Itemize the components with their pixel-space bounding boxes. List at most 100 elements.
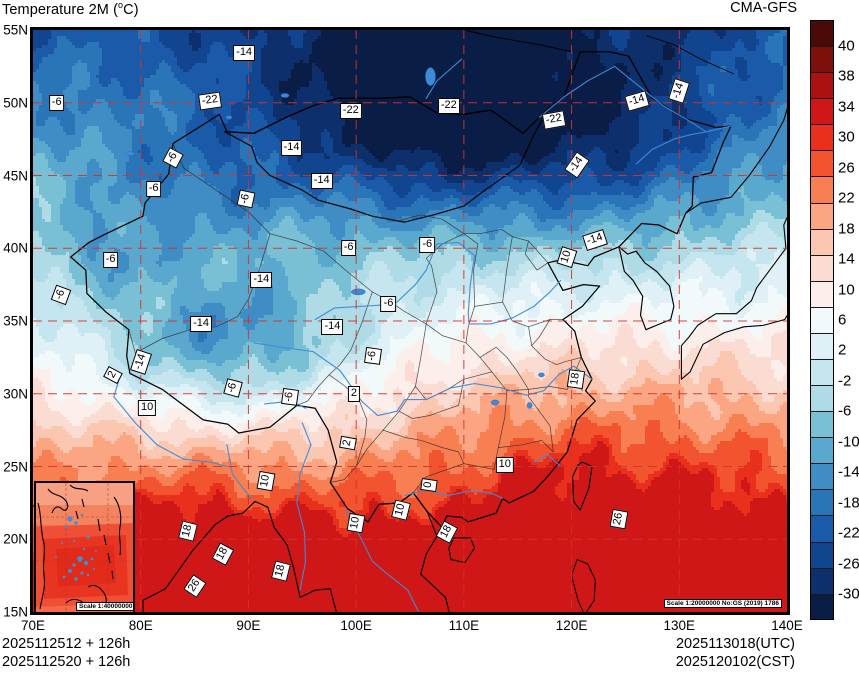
colorbar-tick-34: 34	[838, 98, 855, 115]
colorbar-swatch	[811, 204, 833, 230]
colorbar-swatch	[811, 516, 833, 542]
colorbar-tick-2: 2	[838, 342, 846, 359]
contour-label: -6	[364, 347, 382, 365]
contour-label: 10	[138, 400, 156, 416]
colorbar-swatch	[811, 543, 833, 569]
colorbar-tick-26: 26	[838, 159, 855, 176]
valid-time-utc: 2025113018(UTC)	[676, 636, 795, 652]
south-china-sea-inset-map: Scale 1:40000000	[34, 481, 135, 615]
colorbar-swatch	[811, 464, 833, 490]
contour-label: -22	[340, 103, 362, 119]
colorbar-swatch	[811, 99, 833, 125]
colorbar-tick-10: 10	[838, 281, 855, 298]
contour-label: 10	[347, 513, 366, 534]
colorbar-tick-14: 14	[838, 251, 855, 268]
contour-label: -14	[281, 140, 303, 156]
contour-label: -22	[198, 92, 222, 111]
lat-tick-55N: 55N	[0, 23, 28, 38]
inset-scale-label: Scale 1:40000000	[76, 602, 135, 611]
colorbar-swatch	[811, 595, 833, 620]
colorbar-swatch	[811, 412, 833, 438]
inset-graphics	[36, 483, 133, 613]
colorbar-swatch	[811, 360, 833, 386]
lon-tick-100E: 100E	[340, 618, 372, 633]
lon-tick-80E: 80E	[129, 618, 153, 633]
lon-tick-90E: 90E	[236, 618, 260, 633]
contour-label: 26	[609, 508, 628, 529]
contour-label: -14	[321, 319, 343, 335]
colorbar-swatch	[811, 47, 833, 73]
page-title: Temperature 2M (oC)	[2, 0, 139, 18]
colorbar-swatch	[811, 490, 833, 516]
colorbar-swatch	[811, 569, 833, 595]
lat-tick-50N: 50N	[0, 95, 28, 110]
contour-label: 0	[421, 478, 439, 492]
lat-tick-45N: 45N	[0, 168, 28, 183]
lon-tick-130E: 130E	[664, 618, 696, 633]
map-scale-label: Scale 1:20000000 No:GS (2019) 1786	[664, 599, 782, 608]
map-canvas	[33, 30, 787, 612]
contour-label: -14	[250, 272, 272, 288]
lat-tick-25N: 25N	[0, 459, 28, 474]
init-time-cst: 2025112520 + 126h	[2, 654, 130, 670]
colorbar-tick--2: -2	[838, 372, 851, 389]
chart-root: Temperature 2M (oC) CMA-GFS	[0, 0, 859, 673]
colorbar-swatch	[811, 230, 833, 256]
contour-label: 10	[256, 471, 275, 492]
contour-label: -22	[438, 98, 460, 114]
lat-tick-20N: 20N	[0, 532, 28, 547]
colorbar-tick-38: 38	[838, 68, 855, 85]
colorbar-tick--10: -10	[838, 433, 859, 450]
contour-label: 18	[567, 369, 585, 389]
lat-tick-35N: 35N	[0, 314, 28, 329]
colorbar-tick--30: -30	[838, 586, 859, 603]
colorbar-swatch	[811, 334, 833, 360]
colorbar-swatch	[811, 177, 833, 203]
valid-time-cst: 2025120102(CST)	[676, 654, 795, 670]
contour-label: 2	[348, 386, 360, 402]
contour-label: -6	[103, 252, 119, 268]
colorbar-swatch	[811, 73, 833, 99]
map-graphics	[33, 30, 787, 612]
init-time-utc: 2025112512 + 126h	[2, 636, 130, 652]
colorbar-tick-6: 6	[838, 312, 846, 329]
colorbar-tick-18: 18	[838, 220, 855, 237]
colorbar-swatch	[811, 256, 833, 282]
colorbar-gradient	[810, 20, 834, 620]
lat-tick-40N: 40N	[0, 241, 28, 256]
page-title-text: Temperature 2M (	[2, 2, 118, 18]
colorbar-tick--26: -26	[838, 555, 859, 572]
model-label: CMA-GFS	[730, 0, 797, 16]
lat-tick-30N: 30N	[0, 386, 28, 401]
contour-label: -6	[419, 237, 435, 253]
colorbar-swatch	[811, 125, 833, 151]
page-title-tail: C)	[123, 2, 139, 18]
colorbar-tick--14: -14	[838, 464, 859, 481]
colorbar-tick-30: 30	[838, 129, 855, 146]
contour-label: -14	[311, 173, 333, 189]
colorbar: 40 38 34 30 26 22 18 14 10 6 2 -2 -6 -10 -14 -18 -22 -26 -…	[810, 20, 859, 620]
contour-label: -6	[281, 388, 299, 406]
colorbar-swatch	[811, 308, 833, 334]
colorbar-tick--6: -6	[838, 403, 851, 420]
colorbar-swatch	[811, 438, 833, 464]
colorbar-tick-22: 22	[838, 190, 855, 207]
contour-label: -6	[381, 296, 397, 312]
contour-label: -14	[190, 316, 212, 332]
lon-tick-110E: 110E	[449, 618, 480, 633]
contour-label: -6	[341, 240, 357, 256]
contour-label: -14	[233, 45, 255, 61]
colorbar-swatch	[811, 21, 833, 47]
colorbar-tick-40: 40	[838, 38, 855, 55]
lon-tick-120E: 120E	[556, 618, 588, 633]
contour-label: 10	[496, 457, 514, 473]
colorbar-swatch	[811, 386, 833, 412]
lon-tick-140E: 140E	[771, 618, 803, 633]
temperature-map[interactable]: Scale 1:40000000 Scale 1:20000000 No:GS …	[30, 27, 790, 615]
contour-label: -6	[146, 181, 162, 197]
lon-tick-70E: 70E	[21, 618, 45, 633]
colorbar-tick--22: -22	[838, 525, 859, 542]
colorbar-swatch	[811, 151, 833, 177]
colorbar-swatch	[811, 282, 833, 308]
colorbar-tick--18: -18	[838, 494, 859, 511]
